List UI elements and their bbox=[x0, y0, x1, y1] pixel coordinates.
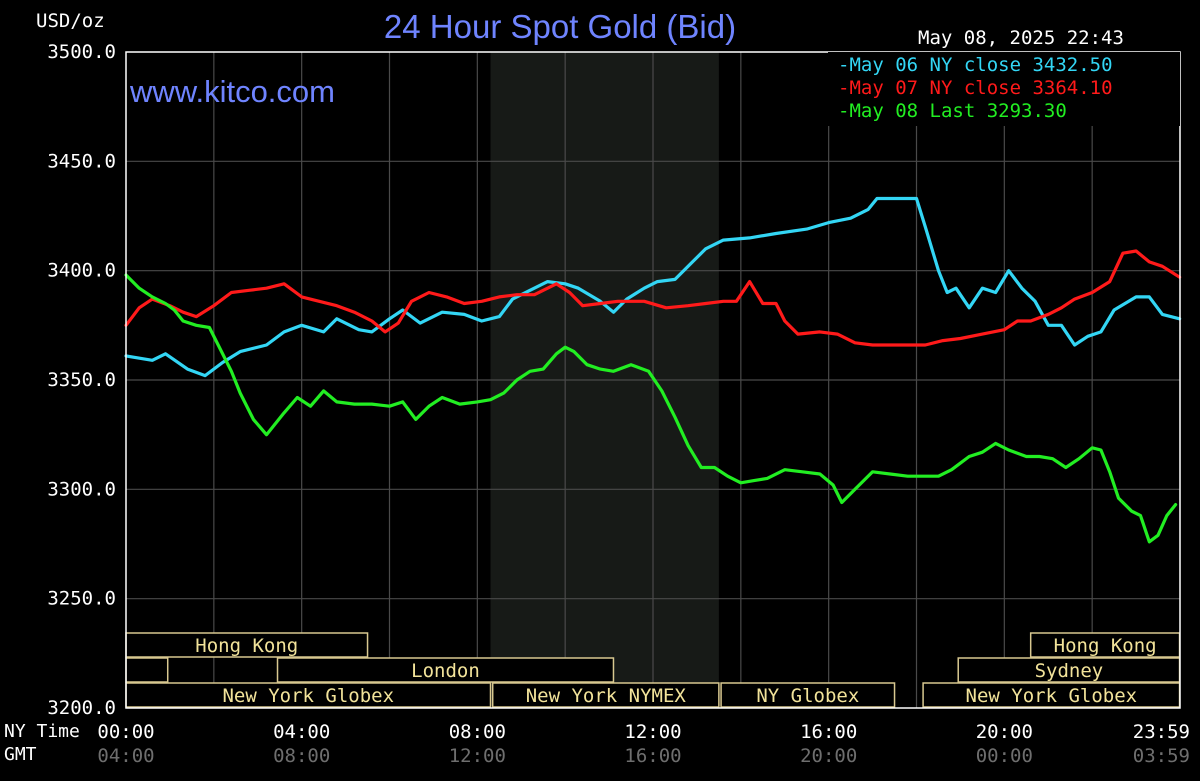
ny-time-tick-label: 20:00 bbox=[976, 721, 1033, 743]
price-line-series-3 bbox=[124, 273, 1178, 544]
gmt-tick-label: 16:00 bbox=[624, 745, 681, 767]
ny-time-tick-label: 00:00 bbox=[97, 721, 154, 743]
gmt-tick-label: 12:00 bbox=[449, 745, 506, 767]
gmt-tick-label: 20:00 bbox=[800, 745, 857, 767]
session-label: London bbox=[411, 660, 480, 682]
y-tick-label: 3250.0 bbox=[47, 588, 116, 610]
y-tick-label: 3200.0 bbox=[47, 697, 116, 719]
ny-time-tick-label: 08:00 bbox=[449, 721, 506, 743]
session-label: New York Globex bbox=[222, 685, 394, 707]
legend: -May 06 NY close 3432.50 -May 07 NY clos… bbox=[828, 52, 1180, 126]
price-line-series-2 bbox=[124, 249, 1182, 347]
session-box bbox=[491, 682, 720, 708]
ny-time-tick-label: 04:00 bbox=[273, 721, 330, 743]
website-watermark[interactable]: www.kitco.com bbox=[130, 74, 335, 109]
ny-time-tick-label: 16:00 bbox=[800, 721, 857, 743]
session-label: NY Globex bbox=[756, 685, 859, 707]
gmt-tick-label: 08:00 bbox=[273, 745, 330, 767]
gmt-tick-label: 03:59 bbox=[1133, 745, 1190, 767]
session-box bbox=[125, 632, 369, 658]
legend-entry-may07: -May 07 NY close 3364.10 bbox=[838, 77, 1113, 99]
gmt-row-label: GMT bbox=[4, 744, 37, 765]
legend-entry-may06: -May 06 NY close 3432.50 bbox=[838, 54, 1113, 76]
gmt-tick-label: 04:00 bbox=[97, 745, 154, 767]
grid-lines bbox=[126, 52, 1180, 708]
session-label: New York NYMEX bbox=[526, 685, 687, 707]
chart-title: 24 Hour Spot Gold (Bid) bbox=[383, 8, 737, 45]
ny-time-tick-label: 23:59 bbox=[1133, 721, 1190, 743]
ny-time-row-label: NY Time bbox=[4, 721, 80, 742]
gmt-tick-label: 00:00 bbox=[976, 745, 1033, 767]
y-tick-label: 3400.0 bbox=[47, 260, 116, 282]
plot-border bbox=[125, 51, 1181, 709]
session-box bbox=[957, 657, 1181, 683]
price-line-series-1 bbox=[124, 196, 1182, 378]
y-tick-label: 3500.0 bbox=[47, 41, 116, 63]
session-box bbox=[720, 682, 896, 708]
y-tick-label: 3300.0 bbox=[47, 478, 116, 500]
session-label: Sydney bbox=[1035, 660, 1104, 682]
session-box bbox=[922, 682, 1181, 708]
session-label: Hong Kong bbox=[195, 635, 298, 657]
y-tick-label: 3350.0 bbox=[47, 369, 116, 391]
legend-entry-may08: -May 08 Last 3293.30 bbox=[838, 100, 1067, 122]
session-label: Hong Kong bbox=[1054, 635, 1157, 657]
session-box bbox=[125, 657, 169, 683]
session-label: New York Globex bbox=[966, 685, 1138, 707]
price-series bbox=[124, 196, 1182, 544]
session-box bbox=[1029, 632, 1181, 658]
y-axis-labels: 3200.0 3250.0 3300.0 3350.0 3400.0 3450.0 3500… bbox=[47, 41, 116, 719]
timestamp: May 08, 2025 22:43 bbox=[918, 27, 1124, 49]
y-tick-label: 3450.0 bbox=[47, 150, 116, 172]
ny-time-tick-label: 12:00 bbox=[624, 721, 681, 743]
unit-label: USD/oz bbox=[36, 10, 105, 32]
session-box bbox=[276, 657, 615, 683]
